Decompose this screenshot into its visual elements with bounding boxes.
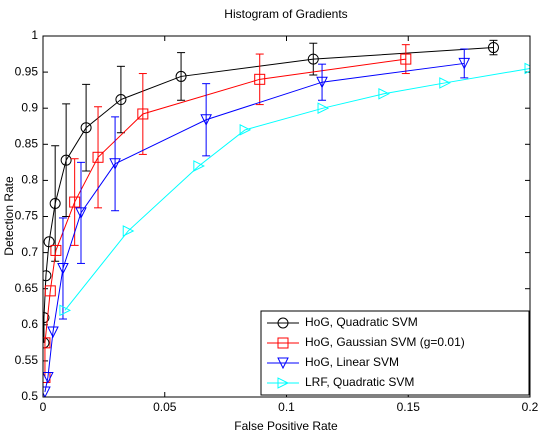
- marker: [109, 158, 121, 170]
- y-tick-label: 0.8: [21, 173, 38, 187]
- marker: [47, 326, 59, 339]
- marker: [50, 244, 62, 256]
- marker: [43, 337, 51, 349]
- marker: [80, 122, 92, 134]
- marker: [59, 304, 72, 317]
- marker: [137, 108, 149, 120]
- y-tick-label: 1: [31, 28, 38, 42]
- marker: [49, 198, 61, 210]
- marker: [316, 76, 328, 89]
- y-tick-label: 0.85: [15, 136, 39, 150]
- marker: [458, 57, 471, 70]
- marker: [307, 53, 319, 65]
- marker: [193, 160, 205, 172]
- marker: [200, 114, 212, 126]
- marker: [277, 357, 289, 370]
- marker: [115, 94, 127, 106]
- legend-label: HoG, Quadratic SVM: [305, 315, 418, 329]
- legend-box: [260, 310, 530, 396]
- y-tick-label: 0.95: [15, 64, 39, 78]
- marker: [524, 62, 530, 75]
- y-tick-label: 0.5: [21, 389, 38, 403]
- marker: [317, 102, 330, 115]
- series-line: [64, 67, 530, 311]
- marker: [277, 377, 290, 389]
- marker: [60, 154, 72, 166]
- x-tick-label: 0.15: [397, 400, 421, 414]
- legend-label: HoG, Linear SVM: [305, 355, 399, 369]
- x-tick-label: 0.1: [278, 400, 295, 414]
- plot-frame: [42, 35, 531, 398]
- marker: [400, 53, 412, 65]
- marker: [277, 317, 289, 329]
- y-tick-label: 0.9: [21, 100, 38, 114]
- x-tick-label: 0: [40, 400, 47, 414]
- legend-label: LRF, Quadratic SVM: [305, 375, 414, 389]
- series-line: [44, 62, 465, 393]
- y-tick-label: 0.6: [21, 317, 38, 331]
- y-tick-label: 0.55: [15, 353, 39, 367]
- marker: [43, 270, 52, 282]
- y-axis-label: Detection Rate: [2, 176, 16, 256]
- marker: [43, 372, 54, 384]
- marker: [92, 151, 104, 163]
- marker: [378, 87, 391, 100]
- marker: [75, 207, 87, 220]
- marker: [277, 337, 289, 349]
- x-axis-label: False Positive Rate: [234, 419, 338, 433]
- series-line: [44, 58, 406, 378]
- marker: [57, 262, 69, 275]
- plot: [43, 39, 530, 397]
- y-tick-label: 0.75: [15, 209, 39, 223]
- marker: [69, 196, 81, 208]
- y-tick-label: 0.7: [21, 245, 38, 259]
- series-line: [43, 47, 494, 343]
- marker: [439, 77, 451, 89]
- y-tick-label: 0.65: [15, 281, 39, 295]
- marker: [487, 42, 499, 54]
- x-tick-label: 0.2: [522, 400, 539, 414]
- chart-title: Histogram of Gradients: [224, 7, 347, 21]
- legend-label: HoG, Gaussian SVM (g=0.01): [305, 335, 465, 349]
- marker: [254, 73, 266, 85]
- marker: [43, 236, 55, 248]
- marker: [239, 124, 252, 136]
- marker: [122, 225, 135, 237]
- marker: [43, 312, 50, 324]
- x-tick-label: 0.05: [153, 400, 177, 414]
- marker: [44, 285, 56, 297]
- legend: HoG, Quadratic SVM HoG, Gaussian SVM (g=0…: [260, 310, 530, 396]
- marker: [43, 386, 51, 397]
- marker: [175, 70, 187, 82]
